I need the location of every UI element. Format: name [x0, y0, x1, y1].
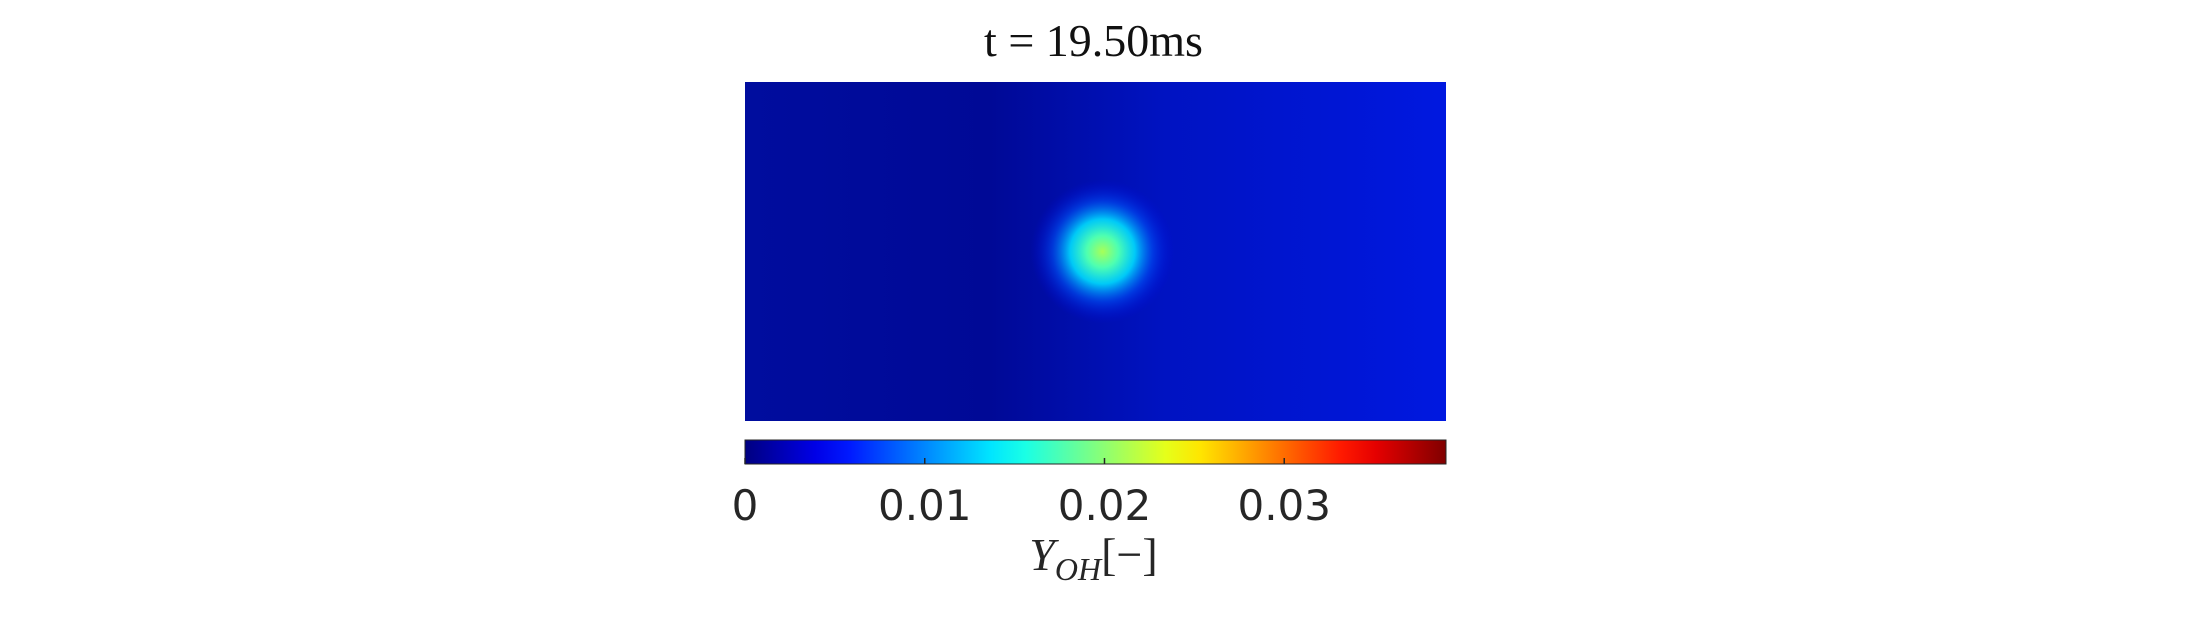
- colorbar-label: YOH[−]: [0, 528, 2187, 588]
- colorbar-label-subscript: OH: [1054, 551, 1102, 588]
- chart-title: t = 19.50ms: [984, 15, 1203, 66]
- heatmap-plot: [745, 82, 1446, 421]
- colorbar-label-symbol: Y: [1029, 529, 1055, 580]
- hotspot: [1030, 179, 1175, 324]
- colorbar-tick-label: 0.03: [1237, 481, 1331, 530]
- colorbar-tick-label: 0: [732, 481, 759, 530]
- colorbar-label-unit: [−]: [1101, 529, 1158, 580]
- colorbar-scale: [744, 439, 1447, 465]
- colorbar: 0 0.01 0.02 0.03: [732, 439, 1447, 530]
- colorbar-tick-label: 0.02: [1058, 481, 1152, 530]
- colorbar-tick-label: 0.01: [878, 481, 972, 530]
